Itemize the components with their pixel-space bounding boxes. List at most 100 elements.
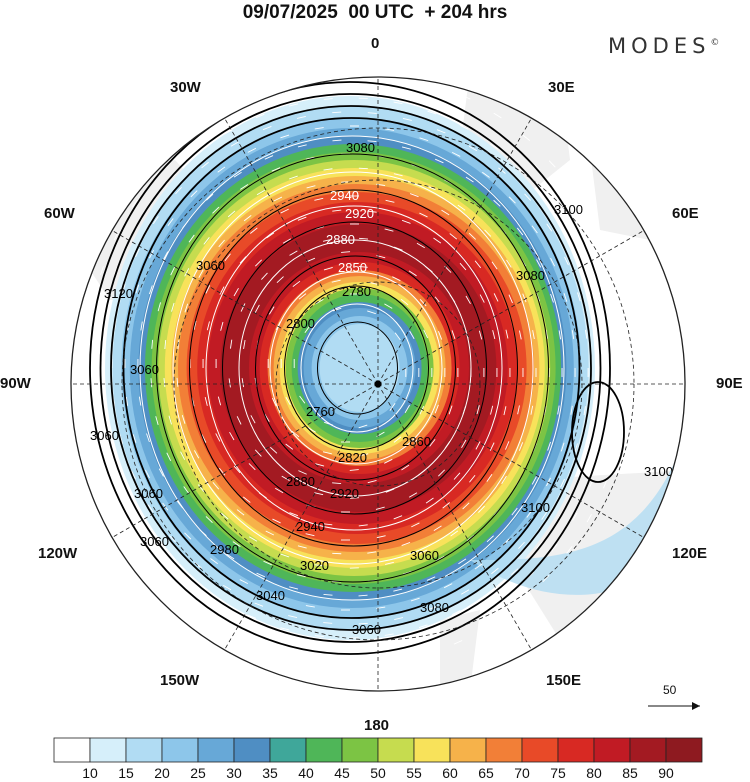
wind-vector [97,452,101,462]
wind-vector [331,279,341,283]
wind-vector [305,533,315,537]
wind-vector [550,257,556,267]
wind-vector [367,112,377,114]
height-contour [122,117,581,619]
height-contour [255,255,456,481]
wind-vector [522,134,531,141]
contour-label: 3080 [84,564,113,579]
wind-vector [429,438,436,447]
wind-vector [205,516,213,524]
wind-vector [110,451,115,461]
wind-vector [606,256,611,265]
wind-vector [224,253,231,262]
contour-label: 2780 [342,284,371,299]
wind-vector [583,406,586,416]
wind-vector [404,404,410,414]
wind-vector [384,633,394,636]
wind-vector [413,436,421,444]
wind-vector [220,321,224,331]
wind-vector [177,340,180,350]
wind-vector [475,441,481,450]
contour-label: 2980 [210,542,239,557]
wind-vector [367,140,377,142]
colorbar-swatch [161,737,199,763]
wind-vector [218,467,226,476]
wind-vector [367,480,377,484]
wind-vector [205,285,211,294]
wind-vector [191,118,200,124]
colorbar-label: 65 [478,765,494,781]
wind-vector [297,545,307,549]
colorbar-swatch [665,737,703,763]
wind-vector [546,223,553,232]
wind-vector [453,640,463,645]
wind-vector [517,167,526,174]
lon-label-150e: 150E [546,672,582,689]
wind-vector [270,446,278,454]
wind-vector [479,294,485,303]
wind-vector [498,167,506,174]
contour-label: 3060 [196,258,225,273]
wind-vector [401,541,411,546]
wind-vector [474,563,483,570]
wind-vector [77,302,81,312]
wind-vector [206,321,210,331]
wind-vector [389,403,396,411]
wind-vector [518,541,525,550]
colorbar-swatch [125,737,163,763]
wind-vector [458,558,467,565]
wind-vector [392,276,401,282]
colorbar-label: 15 [118,765,134,781]
wind-vector [434,158,444,164]
wind-vector [221,99,230,105]
wind-vector [147,504,154,513]
wind-vector [610,405,613,415]
wind-vector [100,266,104,275]
wind-vector [442,502,451,509]
wind-vector [402,571,412,575]
wind-vector [146,433,150,443]
wind-vector [315,463,325,467]
wind-vector [453,472,461,480]
wind-vector [288,77,298,78]
wind-vector [548,160,556,168]
wind-vector [474,260,482,269]
wind-vector [114,320,117,330]
wind-vector [254,602,264,607]
contour-label: 3100 [554,202,583,217]
colorbar-label: 30 [226,765,242,781]
wind-vector [264,155,274,160]
wind-vector [285,396,291,406]
height-contour [284,285,429,451]
wind-vector [158,468,164,477]
wind-vector [359,453,369,457]
contour-label: 3080 [346,140,375,155]
contour-label: 2850 [338,260,367,275]
wind-vector [306,185,316,189]
wind-vector [323,622,333,624]
wind-vector [349,469,359,471]
wind-vector [332,307,342,312]
wind-vector [135,284,140,294]
wind-vector [358,265,368,268]
wind-vector [482,171,490,178]
wind-vector [233,171,242,178]
wind-vector [248,536,258,542]
wind-vector [227,210,236,218]
wind-vector [131,199,138,208]
contour-label: 3080 [270,680,299,695]
wind-vector [282,238,292,244]
wind-vector [570,405,573,415]
wind-vector [493,112,502,119]
wind-vector [358,424,368,429]
wind-vector [152,216,159,225]
wind-vector [490,405,494,415]
wind-vector [298,293,307,300]
wind-vector [266,232,275,239]
wind-vector [150,378,153,388]
wind-vector [419,405,425,415]
colorbar-swatch [521,737,559,763]
contour-label: 3020 [300,558,329,573]
wind-vector [210,558,218,565]
wind-vector [83,453,88,463]
